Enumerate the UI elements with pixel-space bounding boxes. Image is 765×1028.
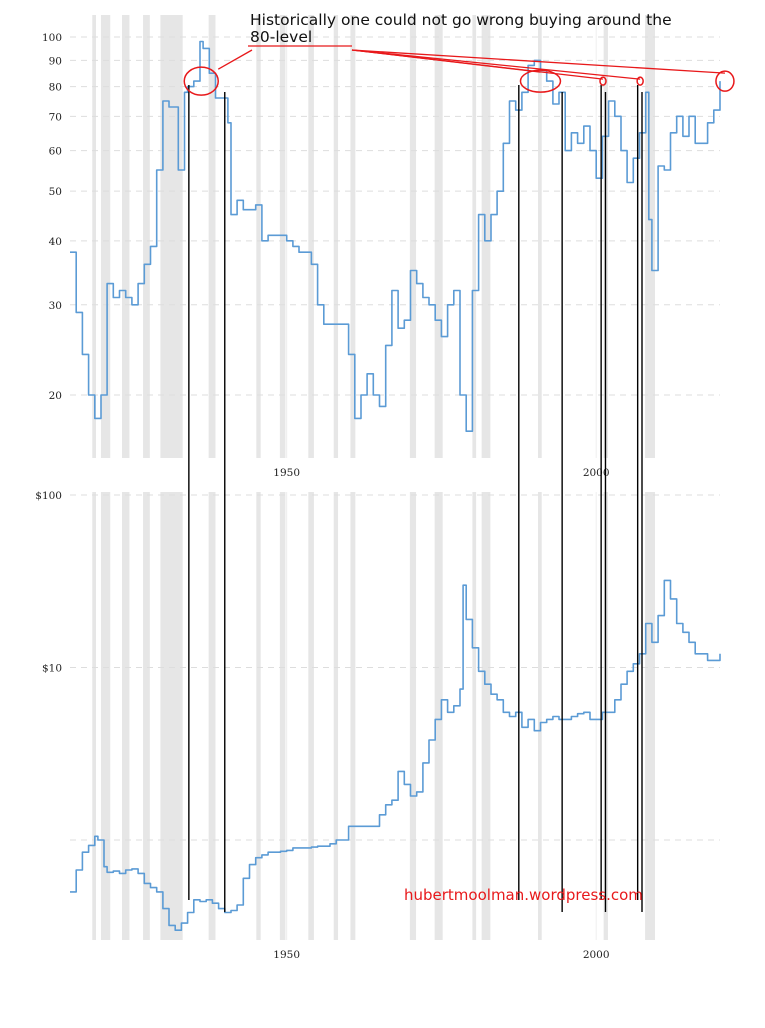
recession-bar [481, 15, 491, 458]
y-tick-label: 60 [49, 146, 62, 158]
y-tick-label: 70 [49, 111, 62, 123]
gridlines [70, 15, 720, 940]
recession-bar [143, 15, 150, 458]
recession-bar [472, 492, 477, 940]
annotation-shapes [183, 45, 735, 96]
buy-level-circle [519, 69, 562, 93]
buy-level-circle [183, 66, 219, 96]
recession-bar [645, 15, 655, 458]
y-tick-label: 30 [49, 300, 62, 312]
y-tick-label: $10 [42, 663, 62, 675]
y-tick-label: 20 [49, 390, 62, 402]
y-tick-label: 90 [49, 55, 62, 67]
recession-bar [472, 15, 477, 458]
recession-bar [122, 15, 130, 458]
recession-bar [100, 492, 111, 940]
recession-bar [409, 492, 417, 940]
y-tick-label: 100 [42, 32, 62, 44]
recession-bar [409, 15, 417, 458]
recession-bar [434, 492, 443, 940]
recession-bar [256, 492, 261, 940]
price-series-line [70, 579, 721, 931]
x-tick-label: 1950 [273, 949, 300, 961]
x-tick-label: 2000 [583, 467, 610, 479]
buy-level-circle [715, 70, 735, 92]
buy-level-circle [599, 76, 607, 86]
recession-bar [208, 15, 216, 458]
recession-bar [308, 15, 314, 458]
annotation-text: Historically one could not go wrong buyi… [250, 11, 672, 46]
series-lines [70, 40, 721, 931]
y-tick-label: 40 [49, 236, 62, 248]
recession-bar [160, 492, 183, 940]
recession-bar [256, 15, 261, 458]
recession-bar [160, 15, 183, 458]
recession-bar [350, 492, 356, 940]
recession-bar [279, 15, 286, 458]
watermark: hubertmoolman.wordpress.com [404, 886, 643, 904]
recession-bar [350, 15, 356, 458]
y-tick-label: 50 [49, 186, 62, 198]
recession-bar [538, 492, 542, 940]
recession-bar [92, 15, 96, 458]
recession-bar [645, 492, 655, 940]
recession-bar [143, 492, 150, 940]
y-tick-label: $100 [35, 490, 62, 502]
recession-bar [333, 15, 339, 458]
recession-bar [333, 492, 339, 940]
axis-ticks: 20 30 40 50 60 70 80 90 100 1950 2000 $10 $100 1950 20… [35, 32, 609, 961]
pointer-line [351, 49, 641, 80]
pointer-line [351, 49, 725, 74]
recession-bar [481, 492, 491, 940]
recession-bar [308, 492, 314, 940]
x-tick-label: 1950 [273, 467, 300, 479]
ratio-series-line [70, 40, 721, 432]
recession-bar [434, 15, 443, 458]
recession-bar [92, 492, 96, 940]
recession-bar [122, 492, 130, 940]
recession-bar [208, 492, 216, 940]
recession-bar [100, 15, 111, 458]
buy-level-circle [636, 76, 644, 86]
pointer-line [217, 49, 253, 70]
recession-bar [279, 492, 286, 940]
recession-bar [538, 15, 542, 458]
y-tick-label: 80 [49, 82, 62, 94]
buy-window-markers [188, 85, 643, 912]
recession-shading [92, 15, 655, 940]
x-tick-label: 2000 [583, 949, 610, 961]
